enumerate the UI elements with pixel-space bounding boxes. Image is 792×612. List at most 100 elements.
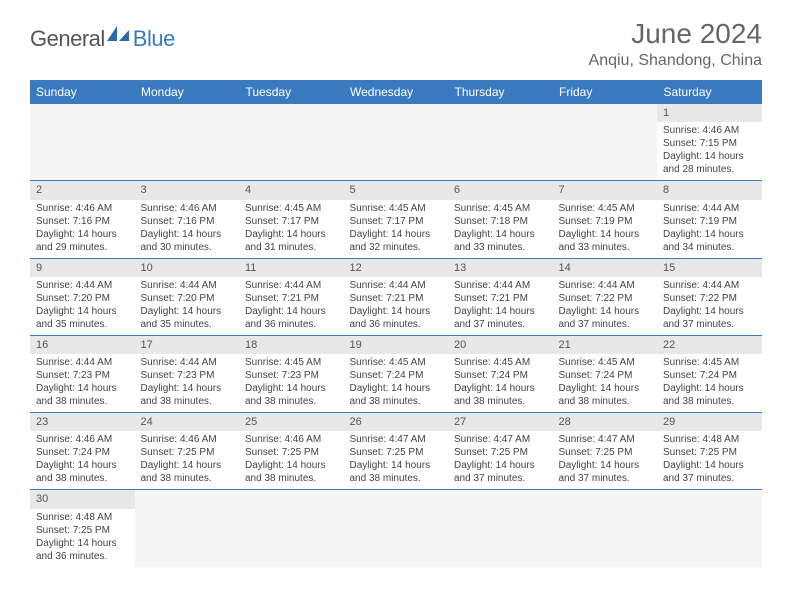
- calendar-row: 1Sunrise: 4:46 AMSunset: 7:15 PMDaylight…: [30, 104, 762, 181]
- day-number: 16: [30, 336, 135, 354]
- calendar-cell: 26Sunrise: 4:47 AMSunset: 7:25 PMDayligh…: [344, 413, 449, 490]
- day-number: 28: [553, 413, 658, 431]
- day-number: 8: [657, 181, 762, 199]
- day-number: 4: [239, 181, 344, 199]
- calendar-cell: 4Sunrise: 4:45 AMSunset: 7:17 PMDaylight…: [239, 181, 344, 258]
- day-number: 13: [448, 259, 553, 277]
- calendar-row: 9Sunrise: 4:44 AMSunset: 7:20 PMDaylight…: [30, 258, 762, 335]
- calendar-cell-empty: [344, 104, 449, 181]
- day-number: 29: [657, 413, 762, 431]
- calendar-cell: 21Sunrise: 4:45 AMSunset: 7:24 PMDayligh…: [553, 335, 658, 412]
- day-content: Sunrise: 4:47 AMSunset: 7:25 PMDaylight:…: [553, 431, 658, 489]
- day-content: Sunrise: 4:46 AMSunset: 7:16 PMDaylight:…: [30, 200, 135, 258]
- day-content: Sunrise: 4:46 AMSunset: 7:24 PMDaylight:…: [30, 431, 135, 489]
- calendar-cell-empty: [135, 104, 240, 181]
- calendar-cell-empty: [553, 490, 658, 567]
- calendar-cell: 13Sunrise: 4:44 AMSunset: 7:21 PMDayligh…: [448, 258, 553, 335]
- calendar-cell: 25Sunrise: 4:46 AMSunset: 7:25 PMDayligh…: [239, 413, 344, 490]
- logo-sail-icon: [105, 24, 131, 47]
- day-number: 19: [344, 336, 449, 354]
- header: General Blue June 2024 Anqiu, Shandong, …: [30, 18, 762, 70]
- day-number: 12: [344, 259, 449, 277]
- day-content: Sunrise: 4:44 AMSunset: 7:23 PMDaylight:…: [30, 354, 135, 412]
- day-content: Sunrise: 4:44 AMSunset: 7:23 PMDaylight:…: [135, 354, 240, 412]
- day-content: Sunrise: 4:45 AMSunset: 7:19 PMDaylight:…: [553, 200, 658, 258]
- day-content: Sunrise: 4:44 AMSunset: 7:20 PMDaylight:…: [30, 277, 135, 335]
- day-content: Sunrise: 4:45 AMSunset: 7:23 PMDaylight:…: [239, 354, 344, 412]
- calendar-cell: 30Sunrise: 4:48 AMSunset: 7:25 PMDayligh…: [30, 490, 135, 567]
- calendar-cell: 17Sunrise: 4:44 AMSunset: 7:23 PMDayligh…: [135, 335, 240, 412]
- calendar-cell: 1Sunrise: 4:46 AMSunset: 7:15 PMDaylight…: [657, 104, 762, 181]
- location-text: Anqiu, Shandong, China: [589, 52, 762, 70]
- title-block: June 2024 Anqiu, Shandong, China: [589, 18, 762, 70]
- day-number: 22: [657, 336, 762, 354]
- calendar-cell-empty: [30, 104, 135, 181]
- day-number: 20: [448, 336, 553, 354]
- calendar-cell: 8Sunrise: 4:44 AMSunset: 7:19 PMDaylight…: [657, 181, 762, 258]
- day-content: Sunrise: 4:46 AMSunset: 7:25 PMDaylight:…: [135, 431, 240, 489]
- calendar-cell-empty: [344, 490, 449, 567]
- day-content: Sunrise: 4:44 AMSunset: 7:22 PMDaylight:…: [657, 277, 762, 335]
- day-content: Sunrise: 4:47 AMSunset: 7:25 PMDaylight:…: [448, 431, 553, 489]
- day-number: 10: [135, 259, 240, 277]
- logo-text-general: General: [30, 26, 105, 52]
- day-number: 11: [239, 259, 344, 277]
- calendar-cell: 11Sunrise: 4:44 AMSunset: 7:21 PMDayligh…: [239, 258, 344, 335]
- day-number: 3: [135, 181, 240, 199]
- weekday-header-row: SundayMondayTuesdayWednesdayThursdayFrid…: [30, 80, 762, 104]
- calendar-cell: 29Sunrise: 4:48 AMSunset: 7:25 PMDayligh…: [657, 413, 762, 490]
- calendar-cell-empty: [448, 490, 553, 567]
- weekday-header: Thursday: [448, 80, 553, 104]
- calendar-cell: 23Sunrise: 4:46 AMSunset: 7:24 PMDayligh…: [30, 413, 135, 490]
- calendar-cell: 6Sunrise: 4:45 AMSunset: 7:18 PMDaylight…: [448, 181, 553, 258]
- calendar-row: 16Sunrise: 4:44 AMSunset: 7:23 PMDayligh…: [30, 335, 762, 412]
- day-content: Sunrise: 4:45 AMSunset: 7:24 PMDaylight:…: [344, 354, 449, 412]
- day-number: 7: [553, 181, 658, 199]
- logo: General Blue: [30, 24, 175, 53]
- day-content: Sunrise: 4:48 AMSunset: 7:25 PMDaylight:…: [30, 509, 135, 567]
- calendar-cell-empty: [239, 104, 344, 181]
- weekday-header: Wednesday: [344, 80, 449, 104]
- calendar-cell: 28Sunrise: 4:47 AMSunset: 7:25 PMDayligh…: [553, 413, 658, 490]
- calendar-cell-empty: [448, 104, 553, 181]
- calendar-cell: 7Sunrise: 4:45 AMSunset: 7:19 PMDaylight…: [553, 181, 658, 258]
- calendar-cell-empty: [657, 490, 762, 567]
- day-number: 25: [239, 413, 344, 431]
- day-content: Sunrise: 4:48 AMSunset: 7:25 PMDaylight:…: [657, 431, 762, 489]
- calendar-cell-empty: [239, 490, 344, 567]
- day-content: Sunrise: 4:44 AMSunset: 7:21 PMDaylight:…: [448, 277, 553, 335]
- calendar-row: 23Sunrise: 4:46 AMSunset: 7:24 PMDayligh…: [30, 413, 762, 490]
- day-number: 23: [30, 413, 135, 431]
- weekday-header: Saturday: [657, 80, 762, 104]
- day-content: Sunrise: 4:45 AMSunset: 7:17 PMDaylight:…: [344, 200, 449, 258]
- day-number: 26: [344, 413, 449, 431]
- calendar-cell-empty: [135, 490, 240, 567]
- day-content: Sunrise: 4:45 AMSunset: 7:24 PMDaylight:…: [657, 354, 762, 412]
- day-number: 17: [135, 336, 240, 354]
- calendar-cell: 24Sunrise: 4:46 AMSunset: 7:25 PMDayligh…: [135, 413, 240, 490]
- calendar-cell: 12Sunrise: 4:44 AMSunset: 7:21 PMDayligh…: [344, 258, 449, 335]
- calendar-cell: 27Sunrise: 4:47 AMSunset: 7:25 PMDayligh…: [448, 413, 553, 490]
- weekday-header: Monday: [135, 80, 240, 104]
- day-content: Sunrise: 4:44 AMSunset: 7:20 PMDaylight:…: [135, 277, 240, 335]
- day-content: Sunrise: 4:45 AMSunset: 7:17 PMDaylight:…: [239, 200, 344, 258]
- day-number: 15: [657, 259, 762, 277]
- day-number: 27: [448, 413, 553, 431]
- calendar-cell-empty: [553, 104, 658, 181]
- calendar-cell: 2Sunrise: 4:46 AMSunset: 7:16 PMDaylight…: [30, 181, 135, 258]
- day-number: 30: [30, 490, 135, 508]
- calendar-row: 2Sunrise: 4:46 AMSunset: 7:16 PMDaylight…: [30, 181, 762, 258]
- day-content: Sunrise: 4:44 AMSunset: 7:21 PMDaylight:…: [239, 277, 344, 335]
- day-content: Sunrise: 4:47 AMSunset: 7:25 PMDaylight:…: [344, 431, 449, 489]
- calendar-cell: 16Sunrise: 4:44 AMSunset: 7:23 PMDayligh…: [30, 335, 135, 412]
- day-content: Sunrise: 4:46 AMSunset: 7:25 PMDaylight:…: [239, 431, 344, 489]
- calendar-cell: 5Sunrise: 4:45 AMSunset: 7:17 PMDaylight…: [344, 181, 449, 258]
- calendar-cell: 22Sunrise: 4:45 AMSunset: 7:24 PMDayligh…: [657, 335, 762, 412]
- day-content: Sunrise: 4:46 AMSunset: 7:15 PMDaylight:…: [657, 122, 762, 180]
- day-number: 2: [30, 181, 135, 199]
- day-number: 21: [553, 336, 658, 354]
- calendar-table: SundayMondayTuesdayWednesdayThursdayFrid…: [30, 80, 762, 567]
- month-title: June 2024: [589, 18, 762, 50]
- day-content: Sunrise: 4:46 AMSunset: 7:16 PMDaylight:…: [135, 200, 240, 258]
- day-number: 1: [657, 104, 762, 122]
